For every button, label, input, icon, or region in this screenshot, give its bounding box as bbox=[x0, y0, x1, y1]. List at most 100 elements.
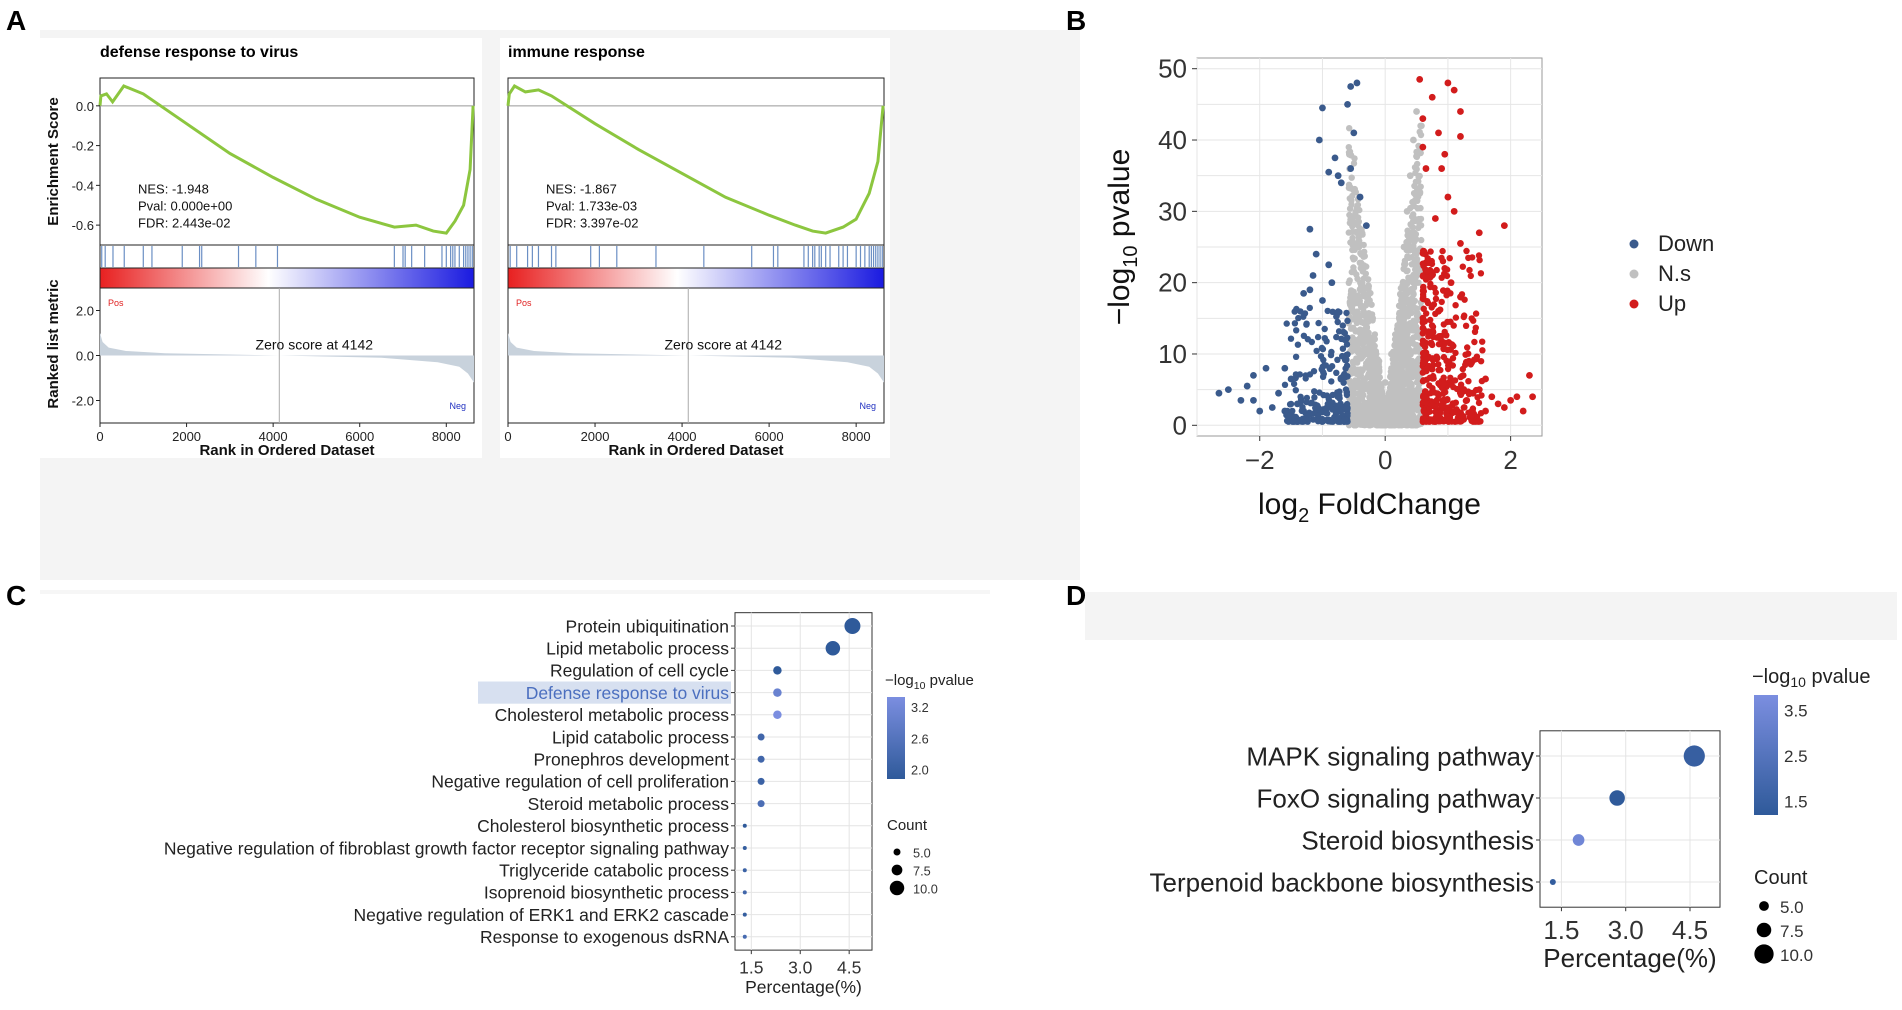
colorbar-tick-label: 1.5 bbox=[1784, 793, 1808, 812]
strip-d bbox=[1085, 592, 1897, 640]
point-ns bbox=[1390, 372, 1397, 379]
point-ns bbox=[1402, 260, 1409, 268]
point-ns bbox=[1417, 215, 1425, 223]
point-up bbox=[1432, 408, 1439, 416]
point-up bbox=[1429, 402, 1436, 410]
point-down bbox=[1315, 319, 1322, 327]
point-ns bbox=[1393, 421, 1400, 428]
point-down bbox=[1303, 320, 1310, 327]
point-down bbox=[1328, 378, 1335, 385]
point-up bbox=[1482, 407, 1489, 415]
point-ns bbox=[1417, 204, 1424, 212]
pos-label: Pos bbox=[516, 298, 532, 308]
point-down bbox=[1250, 396, 1257, 404]
point-ns bbox=[1383, 411, 1390, 418]
dot bbox=[773, 688, 782, 697]
point-down bbox=[1328, 348, 1335, 356]
point-down bbox=[1295, 314, 1302, 322]
point-up bbox=[1465, 254, 1472, 262]
dot bbox=[742, 890, 747, 895]
point-up bbox=[1420, 407, 1427, 414]
y-axis-label-sub: 10 bbox=[1120, 245, 1142, 267]
point-up bbox=[1434, 355, 1441, 362]
point-ns bbox=[1371, 405, 1379, 412]
zero-score-label: Zero score at 4142 bbox=[664, 337, 782, 353]
point-down bbox=[1281, 381, 1289, 388]
x-tick-label: −2 bbox=[1245, 445, 1275, 475]
point-ns bbox=[1353, 390, 1360, 397]
gsea-title: defense response to virus bbox=[100, 44, 298, 61]
point-up bbox=[1422, 165, 1430, 172]
color-legend-title: −log10 pvalue bbox=[885, 672, 974, 692]
point-ns bbox=[1360, 330, 1367, 337]
point-down bbox=[1347, 83, 1355, 90]
point-ns bbox=[1360, 275, 1368, 282]
point-down bbox=[1319, 345, 1327, 353]
point-ns bbox=[1366, 385, 1373, 392]
point-up bbox=[1453, 406, 1460, 413]
point-down bbox=[1281, 364, 1289, 372]
size-legend-label: 10.0 bbox=[913, 881, 938, 896]
point-ns bbox=[1380, 403, 1387, 410]
colorbar-tick-label: 3.5 bbox=[1784, 701, 1808, 720]
dot bbox=[825, 640, 841, 656]
point-ns bbox=[1359, 264, 1367, 272]
point-up bbox=[1447, 318, 1454, 325]
point-up bbox=[1434, 390, 1441, 397]
point-ns bbox=[1397, 379, 1404, 386]
point-ns bbox=[1407, 303, 1414, 311]
point-ns bbox=[1398, 354, 1406, 362]
point-down bbox=[1300, 407, 1308, 415]
point-ns bbox=[1383, 419, 1391, 427]
point-up bbox=[1452, 302, 1459, 309]
point-up bbox=[1419, 378, 1427, 385]
y-tick-label: 30 bbox=[1158, 196, 1187, 226]
category-label: Protein ubiquitination bbox=[566, 616, 729, 636]
point-down bbox=[1287, 400, 1295, 408]
point-down bbox=[1262, 364, 1270, 372]
point-up bbox=[1435, 418, 1443, 425]
color-legend-title-main: −log bbox=[1752, 666, 1790, 688]
point-ns bbox=[1396, 374, 1403, 381]
point-up bbox=[1419, 287, 1427, 294]
y-tick-label: 0.0 bbox=[76, 99, 94, 114]
category-label: MAPK signaling pathway bbox=[1246, 741, 1534, 771]
point-up bbox=[1452, 349, 1459, 357]
point-ns bbox=[1409, 323, 1416, 331]
point-ns bbox=[1387, 380, 1394, 388]
point-up bbox=[1424, 299, 1432, 307]
point-ns bbox=[1365, 333, 1372, 341]
legend-label: Up bbox=[1658, 291, 1686, 316]
point-ns bbox=[1411, 164, 1419, 171]
point-up bbox=[1450, 86, 1458, 94]
point-down bbox=[1334, 404, 1341, 412]
point-ns bbox=[1397, 285, 1405, 292]
point-up bbox=[1471, 338, 1478, 346]
category-label: Triglyceride catabolic process bbox=[499, 861, 729, 881]
point-ns bbox=[1410, 334, 1417, 341]
x-tick-label: 4000 bbox=[259, 429, 288, 444]
point-down bbox=[1321, 335, 1329, 342]
point-ns bbox=[1348, 197, 1355, 204]
point-down bbox=[1320, 356, 1327, 364]
point-up bbox=[1526, 371, 1533, 379]
point-ns bbox=[1350, 415, 1357, 423]
color-legend-title-sub: 10 bbox=[914, 680, 926, 692]
legend-swatch bbox=[1629, 239, 1639, 249]
point-ns bbox=[1366, 380, 1373, 388]
point-up bbox=[1420, 392, 1427, 400]
point-up bbox=[1446, 255, 1453, 262]
point-up bbox=[1471, 328, 1479, 335]
point-up bbox=[1477, 358, 1485, 365]
point-down bbox=[1350, 129, 1358, 137]
point-ns bbox=[1410, 420, 1417, 427]
point-up bbox=[1419, 115, 1427, 123]
category-label: Regulation of cell cycle bbox=[550, 661, 729, 681]
dot bbox=[742, 846, 747, 850]
point-up bbox=[1477, 270, 1485, 277]
point-down bbox=[1343, 391, 1351, 399]
point-up bbox=[1427, 283, 1434, 291]
point-ns bbox=[1400, 265, 1407, 273]
point-ns bbox=[1355, 239, 1363, 246]
